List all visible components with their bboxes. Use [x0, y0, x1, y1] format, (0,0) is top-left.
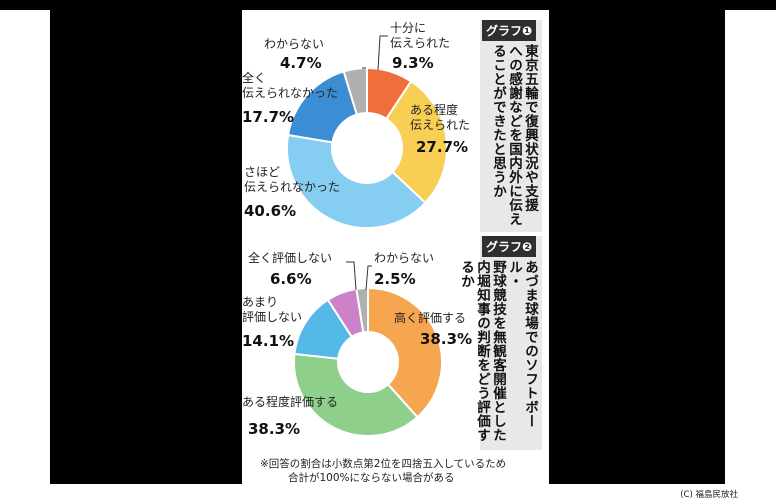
- chart-1-slice-5: [342, 66, 368, 116]
- question-2-line-1: あづま球場でのソフトボール・: [506, 260, 538, 428]
- chart-1-label-2-line-2: 伝えられた: [410, 118, 470, 132]
- chart-2-slice-1: [367, 286, 443, 419]
- chart-1-label-4-line-1: 全く: [242, 70, 266, 85]
- chart-2-label-3-line-2: 評価しない: [242, 309, 302, 324]
- chart-2-label-5-line-1: わからない: [374, 251, 434, 265]
- question-2-text: あづま球場でのソフトボール・ 野球競技を無観客開催とした 内堀知事の判断をどう評…: [458, 260, 538, 448]
- question-panel-2: グラフ❷ あづま球場でのソフトボール・ 野球競技を無観客開催とした 内堀知事の判…: [458, 236, 542, 450]
- question-1-line-1: 東京五輪で復興状況や支援: [522, 44, 538, 212]
- chart-1-leader-5: [377, 35, 388, 71]
- chart-1-label-5-line-1: わからない: [264, 37, 324, 51]
- copyright: (C) 福島民放社: [680, 490, 738, 500]
- question-2-line-3: 内堀知事の判断をどう評価するか: [458, 260, 490, 442]
- left-black-band: [50, 10, 242, 484]
- question-1-line-2: への感謝などを国内外に伝え: [506, 44, 522, 226]
- chart-1-label-1-line-1: 十分に: [390, 21, 426, 35]
- chart-1-pct-1: 9.3%: [392, 54, 434, 72]
- chart-2-leader-5: [365, 265, 372, 291]
- chart-1-label-4-line-2: 伝えられなかった: [242, 86, 338, 100]
- chart-2-slice-2: [293, 352, 419, 437]
- chart-1-pct-5: 4.7%: [280, 54, 322, 72]
- chart-1-pct-4: 17.7%: [242, 108, 294, 126]
- chart-2-pct-3: 14.1%: [242, 332, 294, 350]
- chart-2-pct-2: 38.3%: [248, 420, 300, 438]
- graph-badge-1: グラフ❶: [482, 20, 537, 41]
- question-2-line-2: 野球競技を無観客開催とした: [490, 260, 506, 442]
- question-1-text: 東京五輪で復興状況や支援 への感謝などを国内外に伝え ることができたと思うか: [490, 44, 538, 230]
- chart-panel: 十分に 伝えられた 9.3% ある程度 伝えられた 27.7% さほど 伝えられなかった 40.…: [242, 10, 549, 484]
- chart-1-slice-3: [286, 133, 427, 229]
- chart-2-pct-5: 2.5%: [374, 270, 416, 288]
- question-1-line-3: ることができたと思うか: [490, 44, 506, 198]
- chart-2-slice-5: [355, 286, 369, 334]
- chart-2-label-2-line-1: ある程度評価する: [242, 394, 338, 409]
- footnote-line-2: 合計が100%にならない場合がある: [288, 472, 455, 484]
- chart-1-label-1-line-2: 伝えられた: [390, 36, 450, 50]
- chart-1-slice-2: [384, 79, 448, 205]
- chart-2-pct-1: 38.3%: [420, 330, 472, 348]
- right-black-band: [549, 10, 725, 484]
- chart-2-leader-4: [346, 261, 357, 291]
- chart-1-pct-2: 27.7%: [416, 138, 468, 156]
- chart-2-pct-4: 6.6%: [270, 270, 312, 288]
- chart-1-pct-3: 40.6%: [244, 202, 296, 220]
- top-black-band: [0, 0, 776, 10]
- chart-1-label-2-line-1: ある程度: [410, 102, 458, 117]
- charts-svg: 十分に伝えられた9.3%ある程度伝えられた27.7%さほど伝えられなかった40.…: [242, 21, 472, 438]
- chart-2-label-3-line-1: あまり: [242, 295, 278, 309]
- chart-1-label-3-line-2: 伝えられなかった: [244, 180, 340, 194]
- footnote-line-1: ※回答の割合は小数点第2位を四捨五入しているため: [260, 458, 507, 470]
- chart-2-label-4-line-1: 全く評価しない: [248, 250, 332, 265]
- question-panel-1: グラフ❶ 東京五輪で復興状況や支援 への感謝などを国内外に伝え ることができたと…: [480, 20, 542, 232]
- graph-badge-2: グラフ❷: [482, 236, 537, 257]
- chart-1-label-3-line-1: さほど: [244, 165, 280, 179]
- chart-2-label-1-line-1: 高く評価する: [394, 310, 466, 325]
